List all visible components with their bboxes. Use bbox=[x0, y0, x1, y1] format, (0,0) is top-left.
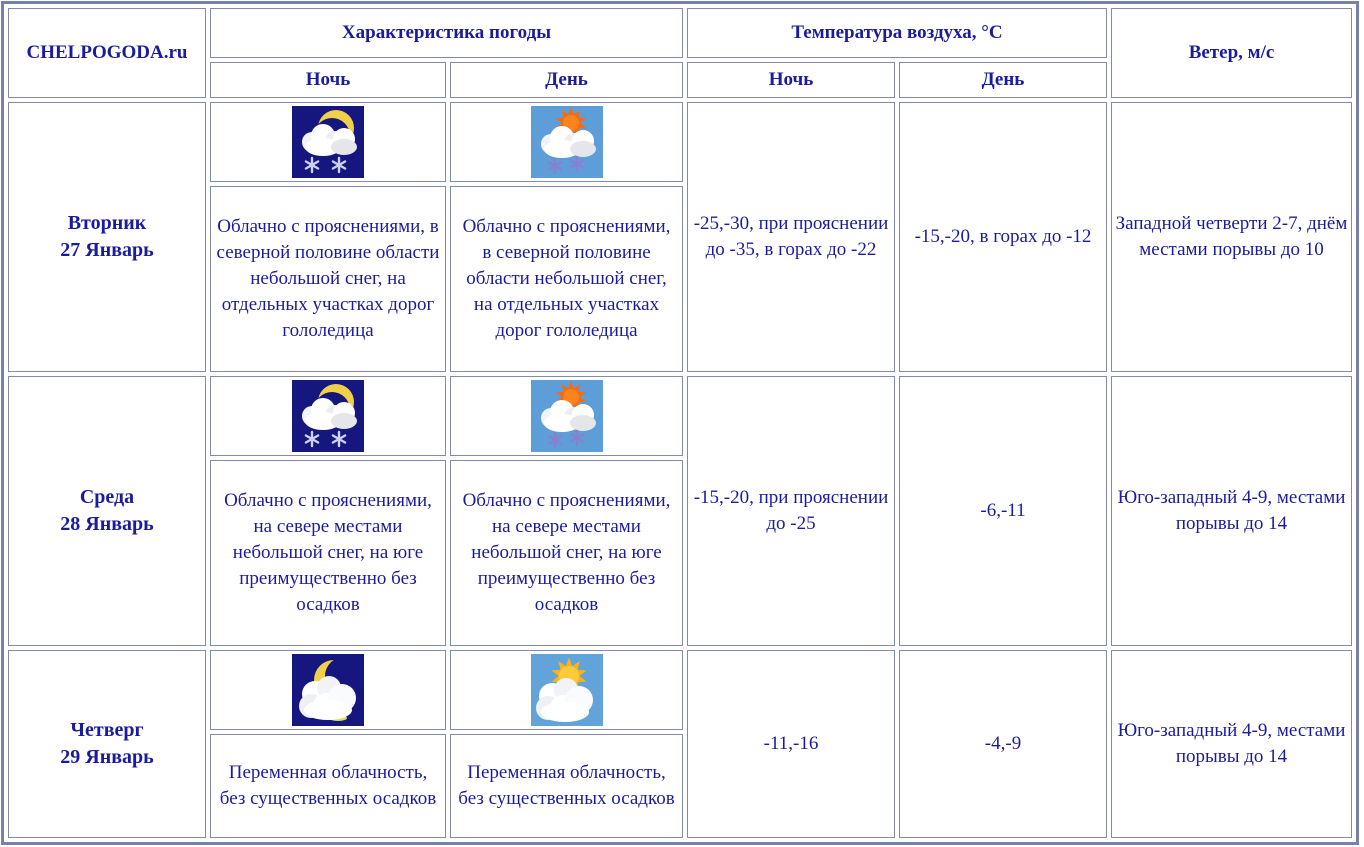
day-temperature-cell: -4,-9 bbox=[899, 650, 1107, 838]
header-temperature-night: Ночь bbox=[687, 62, 895, 98]
sun-clouds-snow-icon bbox=[531, 106, 603, 178]
day-date: 28 Январь bbox=[60, 513, 154, 535]
day-weather-icon-cell bbox=[450, 376, 683, 456]
moon-clouds-snow-icon bbox=[292, 380, 364, 452]
night-weather-icon-cell bbox=[210, 650, 446, 730]
day-temperature-cell: -6,-11 bbox=[899, 376, 1107, 646]
night-weather-description: Облачно с прояснениями, на севере местам… bbox=[210, 460, 446, 646]
night-weather-icon-cell bbox=[210, 102, 446, 182]
wind-cell: Юго-западный 4-9, местами порывы до 14 bbox=[1111, 376, 1352, 646]
day-date: 27 Январь bbox=[60, 239, 154, 261]
day-weather-description: Переменная облачность, без существенных … bbox=[450, 734, 683, 838]
day-temperature-cell: -15,-20, в горах до -12 bbox=[899, 102, 1107, 372]
day-weather-icon-cell bbox=[450, 102, 683, 182]
night-weather-description: Переменная облачность, без существенных … bbox=[210, 734, 446, 838]
night-weather-description: Облачно с прояснениями, в северной полов… bbox=[210, 186, 446, 372]
night-temperature-cell: -25,-30, при прояснении до -35, в горах … bbox=[687, 102, 895, 372]
day-date: 29 Январь bbox=[60, 746, 154, 768]
wind-cell: Юго-западный 4-9, местами порывы до 14 bbox=[1111, 650, 1352, 838]
day-date-cell: Среда 28 Январь bbox=[8, 376, 206, 646]
header-air-temperature: Температура воздуха, °С bbox=[687, 8, 1107, 58]
day-name: Среда bbox=[79, 486, 135, 508]
header-weather-characteristic: Характеристика погоды bbox=[210, 8, 683, 58]
day-weather-description: Облачно с прояснениями, в северной полов… bbox=[450, 186, 683, 372]
day-weather-description: Облачно с прояснениями, на севере местам… bbox=[450, 460, 683, 646]
day-date-cell: Вторник 27 Январь bbox=[8, 102, 206, 372]
header-characteristic-day: День bbox=[450, 62, 683, 98]
header-temperature-day: День bbox=[899, 62, 1107, 98]
night-weather-icon-cell bbox=[210, 376, 446, 456]
wind-cell: Западной четверти 2-7, днём местами поры… bbox=[1111, 102, 1352, 372]
night-temperature-cell: -15,-20, при прояснении до -25 bbox=[687, 376, 895, 646]
moon-clouds-snow-icon bbox=[292, 106, 364, 178]
night-temperature-cell: -11,-16 bbox=[687, 650, 895, 838]
sun-clouds-icon bbox=[531, 654, 603, 726]
site-logo: CHELPOGODA.ru bbox=[8, 8, 206, 98]
header-characteristic-night: Ночь bbox=[210, 62, 446, 98]
day-name: Вторник bbox=[67, 212, 147, 234]
sun-clouds-snow-icon bbox=[531, 380, 603, 452]
day-date-cell: Четверг 29 Январь bbox=[8, 650, 206, 838]
day-name: Четверг bbox=[70, 719, 144, 741]
moon-clouds-icon bbox=[292, 654, 364, 726]
header-wind: Ветер, м/с bbox=[1111, 8, 1352, 98]
day-weather-icon-cell bbox=[450, 650, 683, 730]
